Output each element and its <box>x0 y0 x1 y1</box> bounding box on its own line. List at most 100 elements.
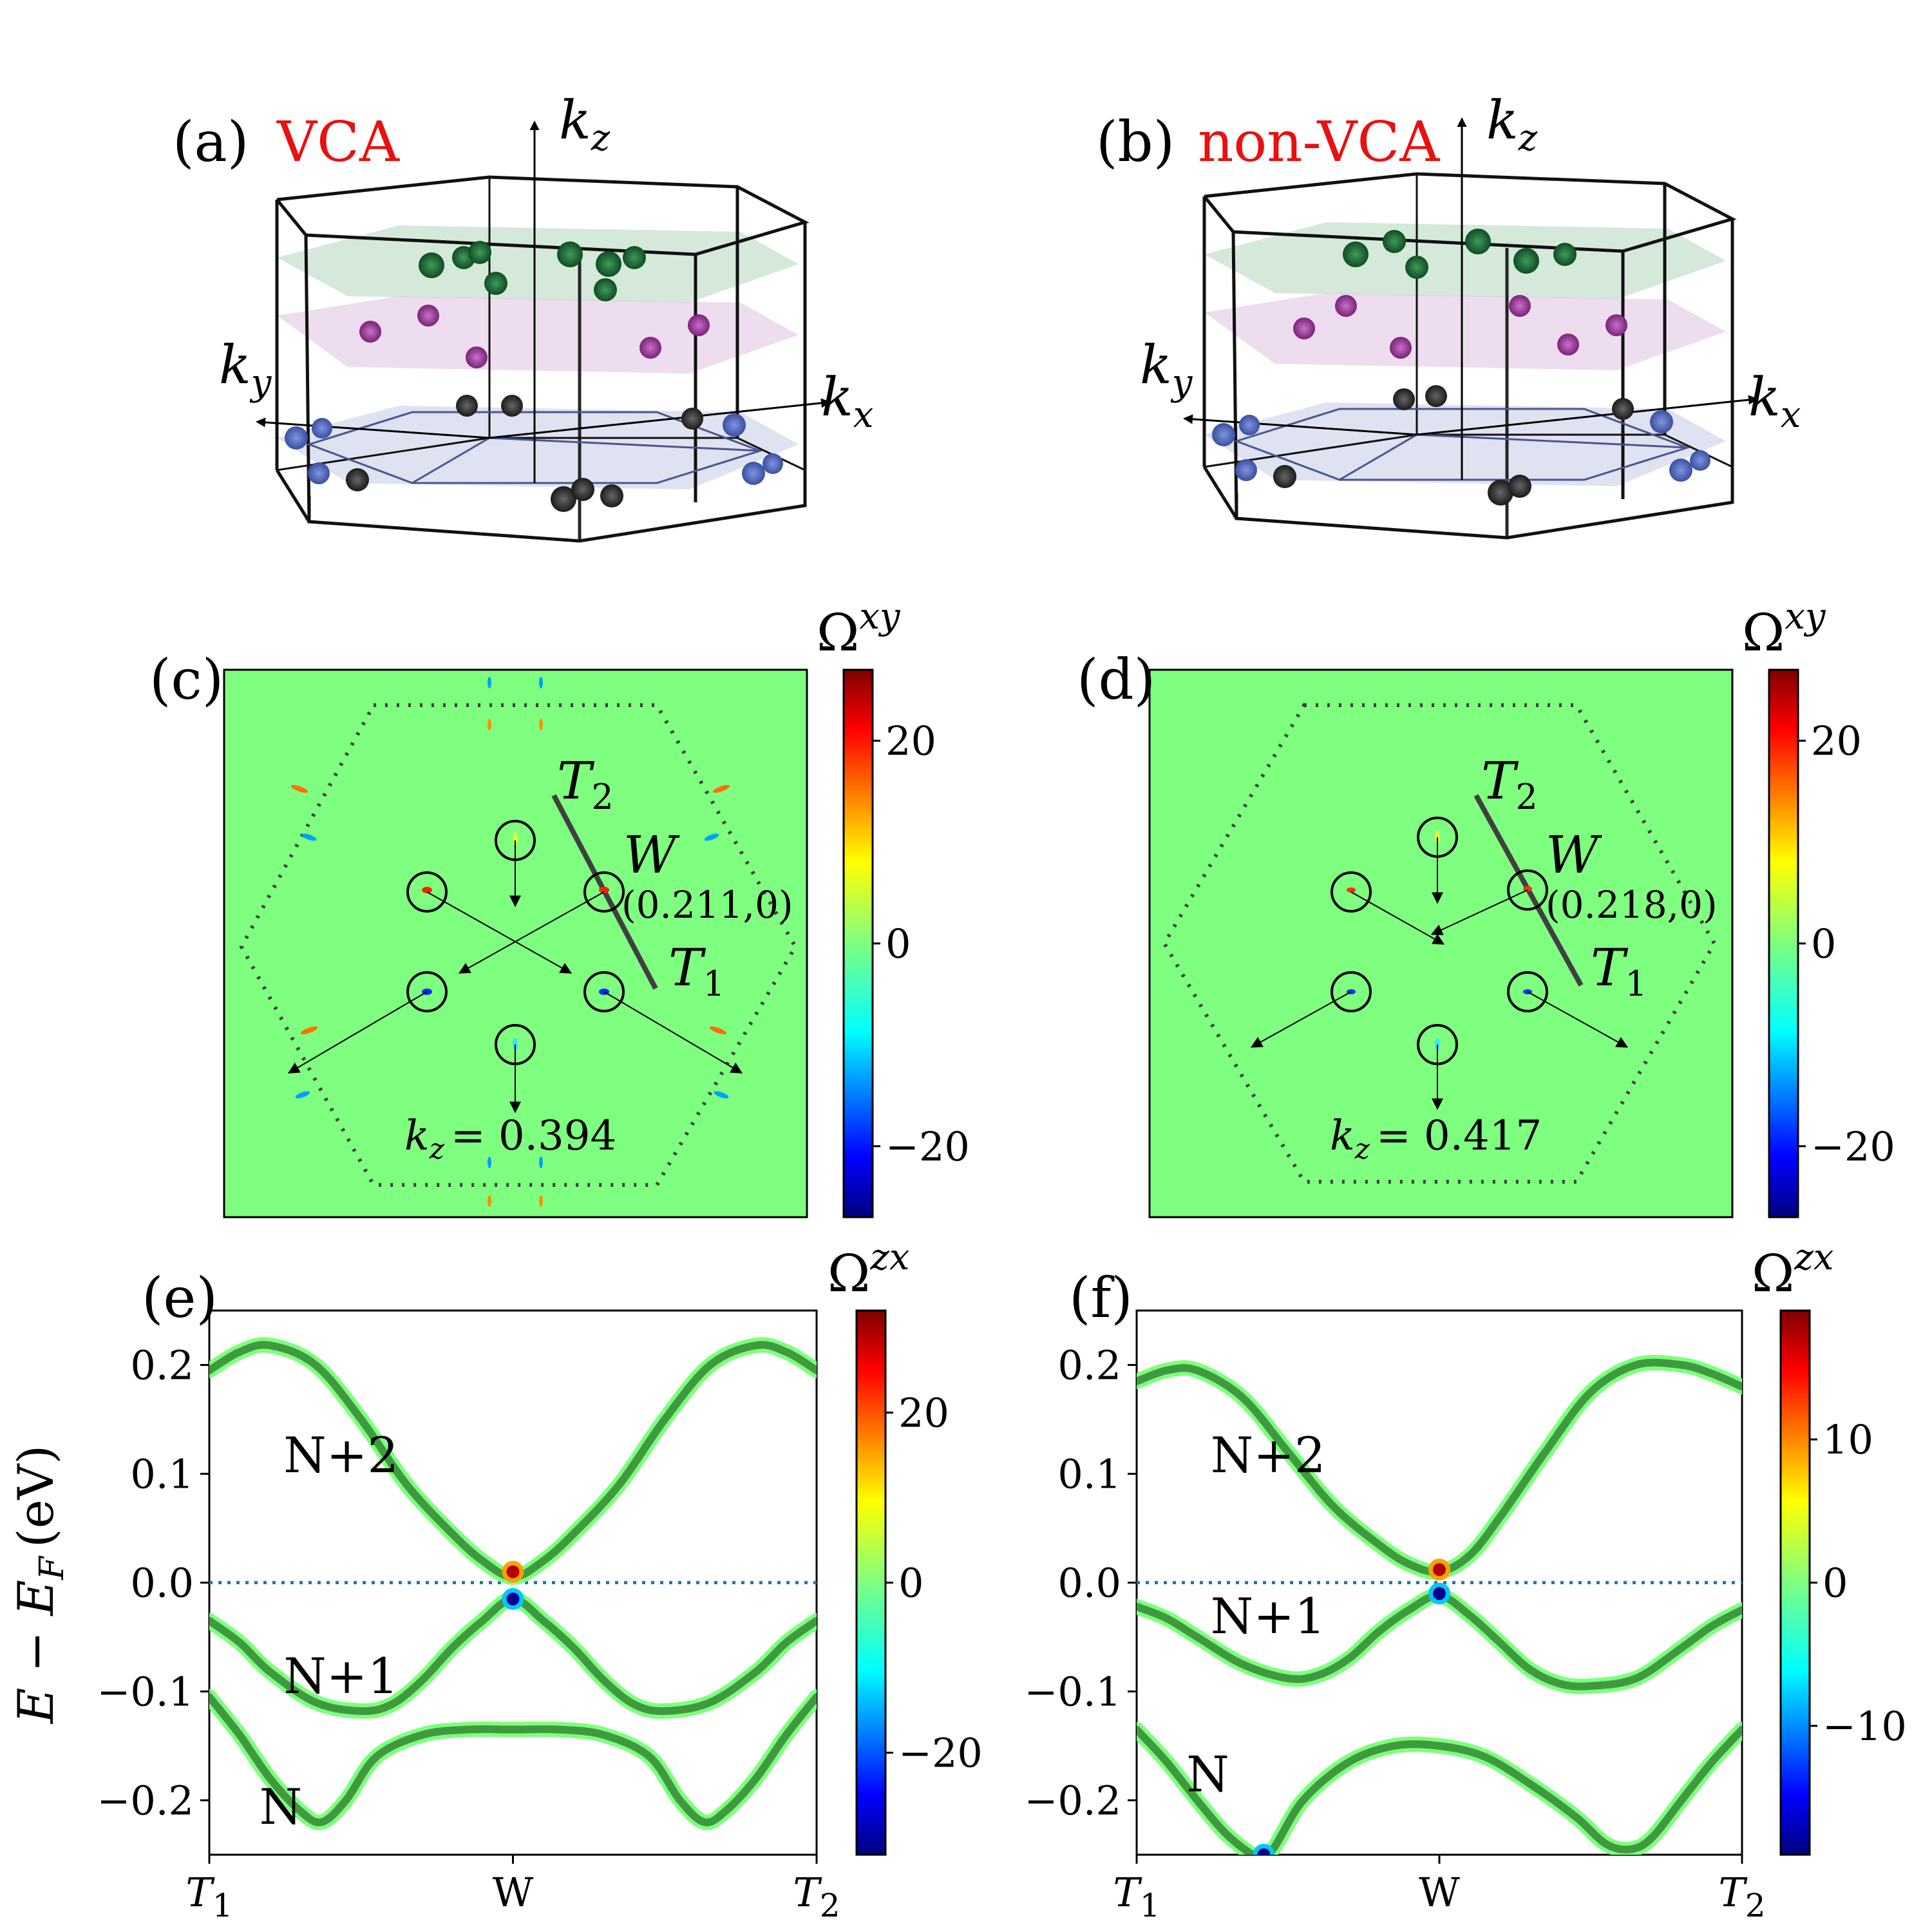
ky-label-a: ky <box>219 335 272 404</box>
colorbar-tick-label: 10 <box>1823 1416 1873 1463</box>
weyl-points <box>285 241 783 512</box>
panel-tag-b: non-VCA <box>1198 110 1440 175</box>
x-tick-label: T2 <box>793 1869 840 1924</box>
colorbar-tick-label: −20 <box>898 1730 983 1777</box>
colorbar-label-e: Ωzx <box>828 1236 909 1303</box>
y-tick-label: −0.1 <box>97 1669 194 1716</box>
y-tick-label: 0.2 <box>1057 1342 1121 1389</box>
panel-label-c: (c) <box>149 648 223 712</box>
berry-curvature-map-c: (c) T2 W (0.211,0) T1 kz = 0.394 20 0 −20 Ω… <box>149 596 970 1218</box>
flow-arrows <box>1250 837 1629 1110</box>
panel-label-b: (b) <box>1096 110 1175 175</box>
berry-hotspot-core <box>506 1592 520 1605</box>
kz-label-b: kz <box>1486 90 1538 159</box>
y-tick-label: 0.0 <box>1057 1560 1121 1607</box>
band-lines <box>209 1337 817 1830</box>
label-T2-c: T2 <box>557 751 614 817</box>
colorbar-e <box>855 1309 887 1856</box>
flow-arrows <box>287 840 743 1113</box>
y-tick-label: −0.2 <box>97 1777 194 1824</box>
plane-mid <box>277 296 799 374</box>
colorbar-label-d: Ωxy <box>1742 596 1826 663</box>
weyl-circles <box>1331 817 1548 1065</box>
plane-top <box>1204 222 1726 299</box>
weyl-coord-c: (0.211,0) <box>621 883 793 927</box>
colorbar-c <box>842 668 874 1218</box>
plane-bottom <box>277 406 799 489</box>
kx-axis <box>489 398 831 439</box>
colorbar-ticks-c: 20 0 −20 <box>873 717 970 1170</box>
bz-frame <box>275 175 810 543</box>
colorbar-tick-label: 20 <box>1811 717 1862 764</box>
berry-hotspot-core <box>1433 1563 1446 1577</box>
ky-label-b: ky <box>1140 335 1193 404</box>
band-structure-f: 0.2 0.1 0.0 −0.1 −0.2 T1 W T2 N+2 N+1 N (f) 10 0 −10… <box>1024 1236 1906 1924</box>
panel-label-a: (a) <box>173 110 249 175</box>
panel-label-d: (d) <box>1077 648 1155 712</box>
band-label: N+2 <box>1211 1426 1326 1484</box>
brillouin-zone-3d-b: (b) non-VCA kz kx ky <box>1096 90 1801 540</box>
y-tick-label: −0.1 <box>1024 1669 1121 1716</box>
weyl-points <box>1212 229 1710 506</box>
colorbar-tick-label: 0 <box>886 920 911 967</box>
x-tick-label: W <box>1419 1869 1460 1916</box>
bands-f: 0.2 0.1 0.0 −0.1 −0.2 T1 W T2 N+2 N+1 N <box>1024 1342 1765 1925</box>
y-tick-label: 0.1 <box>130 1451 194 1498</box>
panel-label-e: (e) <box>142 1266 218 1331</box>
y-tick-label: 0.1 <box>1057 1451 1121 1498</box>
band-label: N <box>1186 1745 1229 1803</box>
band-structure-e: 0.2 0.1 0.0 −0.1 −0.2 T1 W T2 N+2 N+1 N (e) E − EF… <box>7 1236 983 1924</box>
colorbar-tick-label: 0 <box>1811 920 1836 967</box>
colorbar-ticks-d: 20 0 −20 <box>1798 717 1895 1170</box>
colorbar-tick-label: −20 <box>1811 1123 1895 1170</box>
label-T1-c: T1 <box>668 938 725 1004</box>
colorbar-tick-label: 0 <box>1823 1560 1848 1607</box>
kz-label-a: kz <box>559 90 611 159</box>
x-tick-label: T2 <box>1718 1869 1765 1924</box>
colorbar-label-c: Ωxy <box>817 596 901 663</box>
berry-hotspot-core <box>506 1565 520 1578</box>
ky-axis <box>1183 414 1417 436</box>
kx-axis <box>1416 395 1759 436</box>
colorbar-tick-label: −10 <box>1823 1703 1907 1750</box>
panel-tag-a: VCA <box>276 110 400 175</box>
y-tick-label: −0.2 <box>1024 1777 1121 1824</box>
berry-curvature-map-d: (d) T2 W (0.218,0) T1 kz = 0.417 20 0 −20 Ω… <box>1077 596 1895 1218</box>
colorbar-label-f: Ωzx <box>1752 1236 1833 1303</box>
x-tick-label: W <box>493 1869 534 1916</box>
kx-label-b: kx <box>1748 367 1801 436</box>
plane-bottom <box>1204 402 1726 486</box>
colorbar-tick-label: 20 <box>886 717 936 764</box>
colorbar-ticks-f: 10 0 −10 <box>1810 1416 1907 1750</box>
colorbar-ticks-e: 20 0 −20 <box>886 1389 983 1777</box>
map-background <box>223 668 808 1218</box>
band-label: N+2 <box>283 1426 399 1484</box>
band-label: N+1 <box>283 1647 399 1705</box>
x-tick-label: T1 <box>185 1869 232 1924</box>
bands-e: 0.2 0.1 0.0 −0.1 −0.2 T1 W T2 N+2 N+1 N <box>97 1337 840 1924</box>
colorbar-d <box>1768 668 1799 1218</box>
plane-top <box>277 225 799 303</box>
label-W-d: W <box>1546 825 1602 885</box>
brillouin-zone-3d-a: (a) VCA kz kx ky <box>173 90 873 543</box>
bz-frame <box>1202 172 1737 540</box>
y-tick-label: 0.2 <box>130 1342 194 1389</box>
ky-axis <box>256 417 490 439</box>
kz-value-d: kz = 0.417 <box>1330 1112 1542 1166</box>
band-N <box>209 1692 817 1826</box>
weyl-coord-d: (0.218,0) <box>1546 883 1718 927</box>
colorbar-tick-label: 0 <box>898 1560 923 1607</box>
y-axis-label-e: E − EF(eV) <box>7 1445 71 1725</box>
plane-mid <box>1204 293 1726 370</box>
band-N <box>1137 1725 1742 1855</box>
band-lines <box>1137 1354 1742 1855</box>
hotspots <box>290 677 730 1207</box>
x-tick-label: T1 <box>1113 1869 1160 1924</box>
kx-label-a: kx <box>821 367 873 436</box>
colorbar-tick-label: −20 <box>886 1123 970 1170</box>
bz-hexagon-dotted <box>239 703 798 1187</box>
label-T1-d: T1 <box>1591 938 1647 1004</box>
kz-value-c: kz = 0.394 <box>404 1112 616 1166</box>
label-W-c: W <box>623 825 680 885</box>
